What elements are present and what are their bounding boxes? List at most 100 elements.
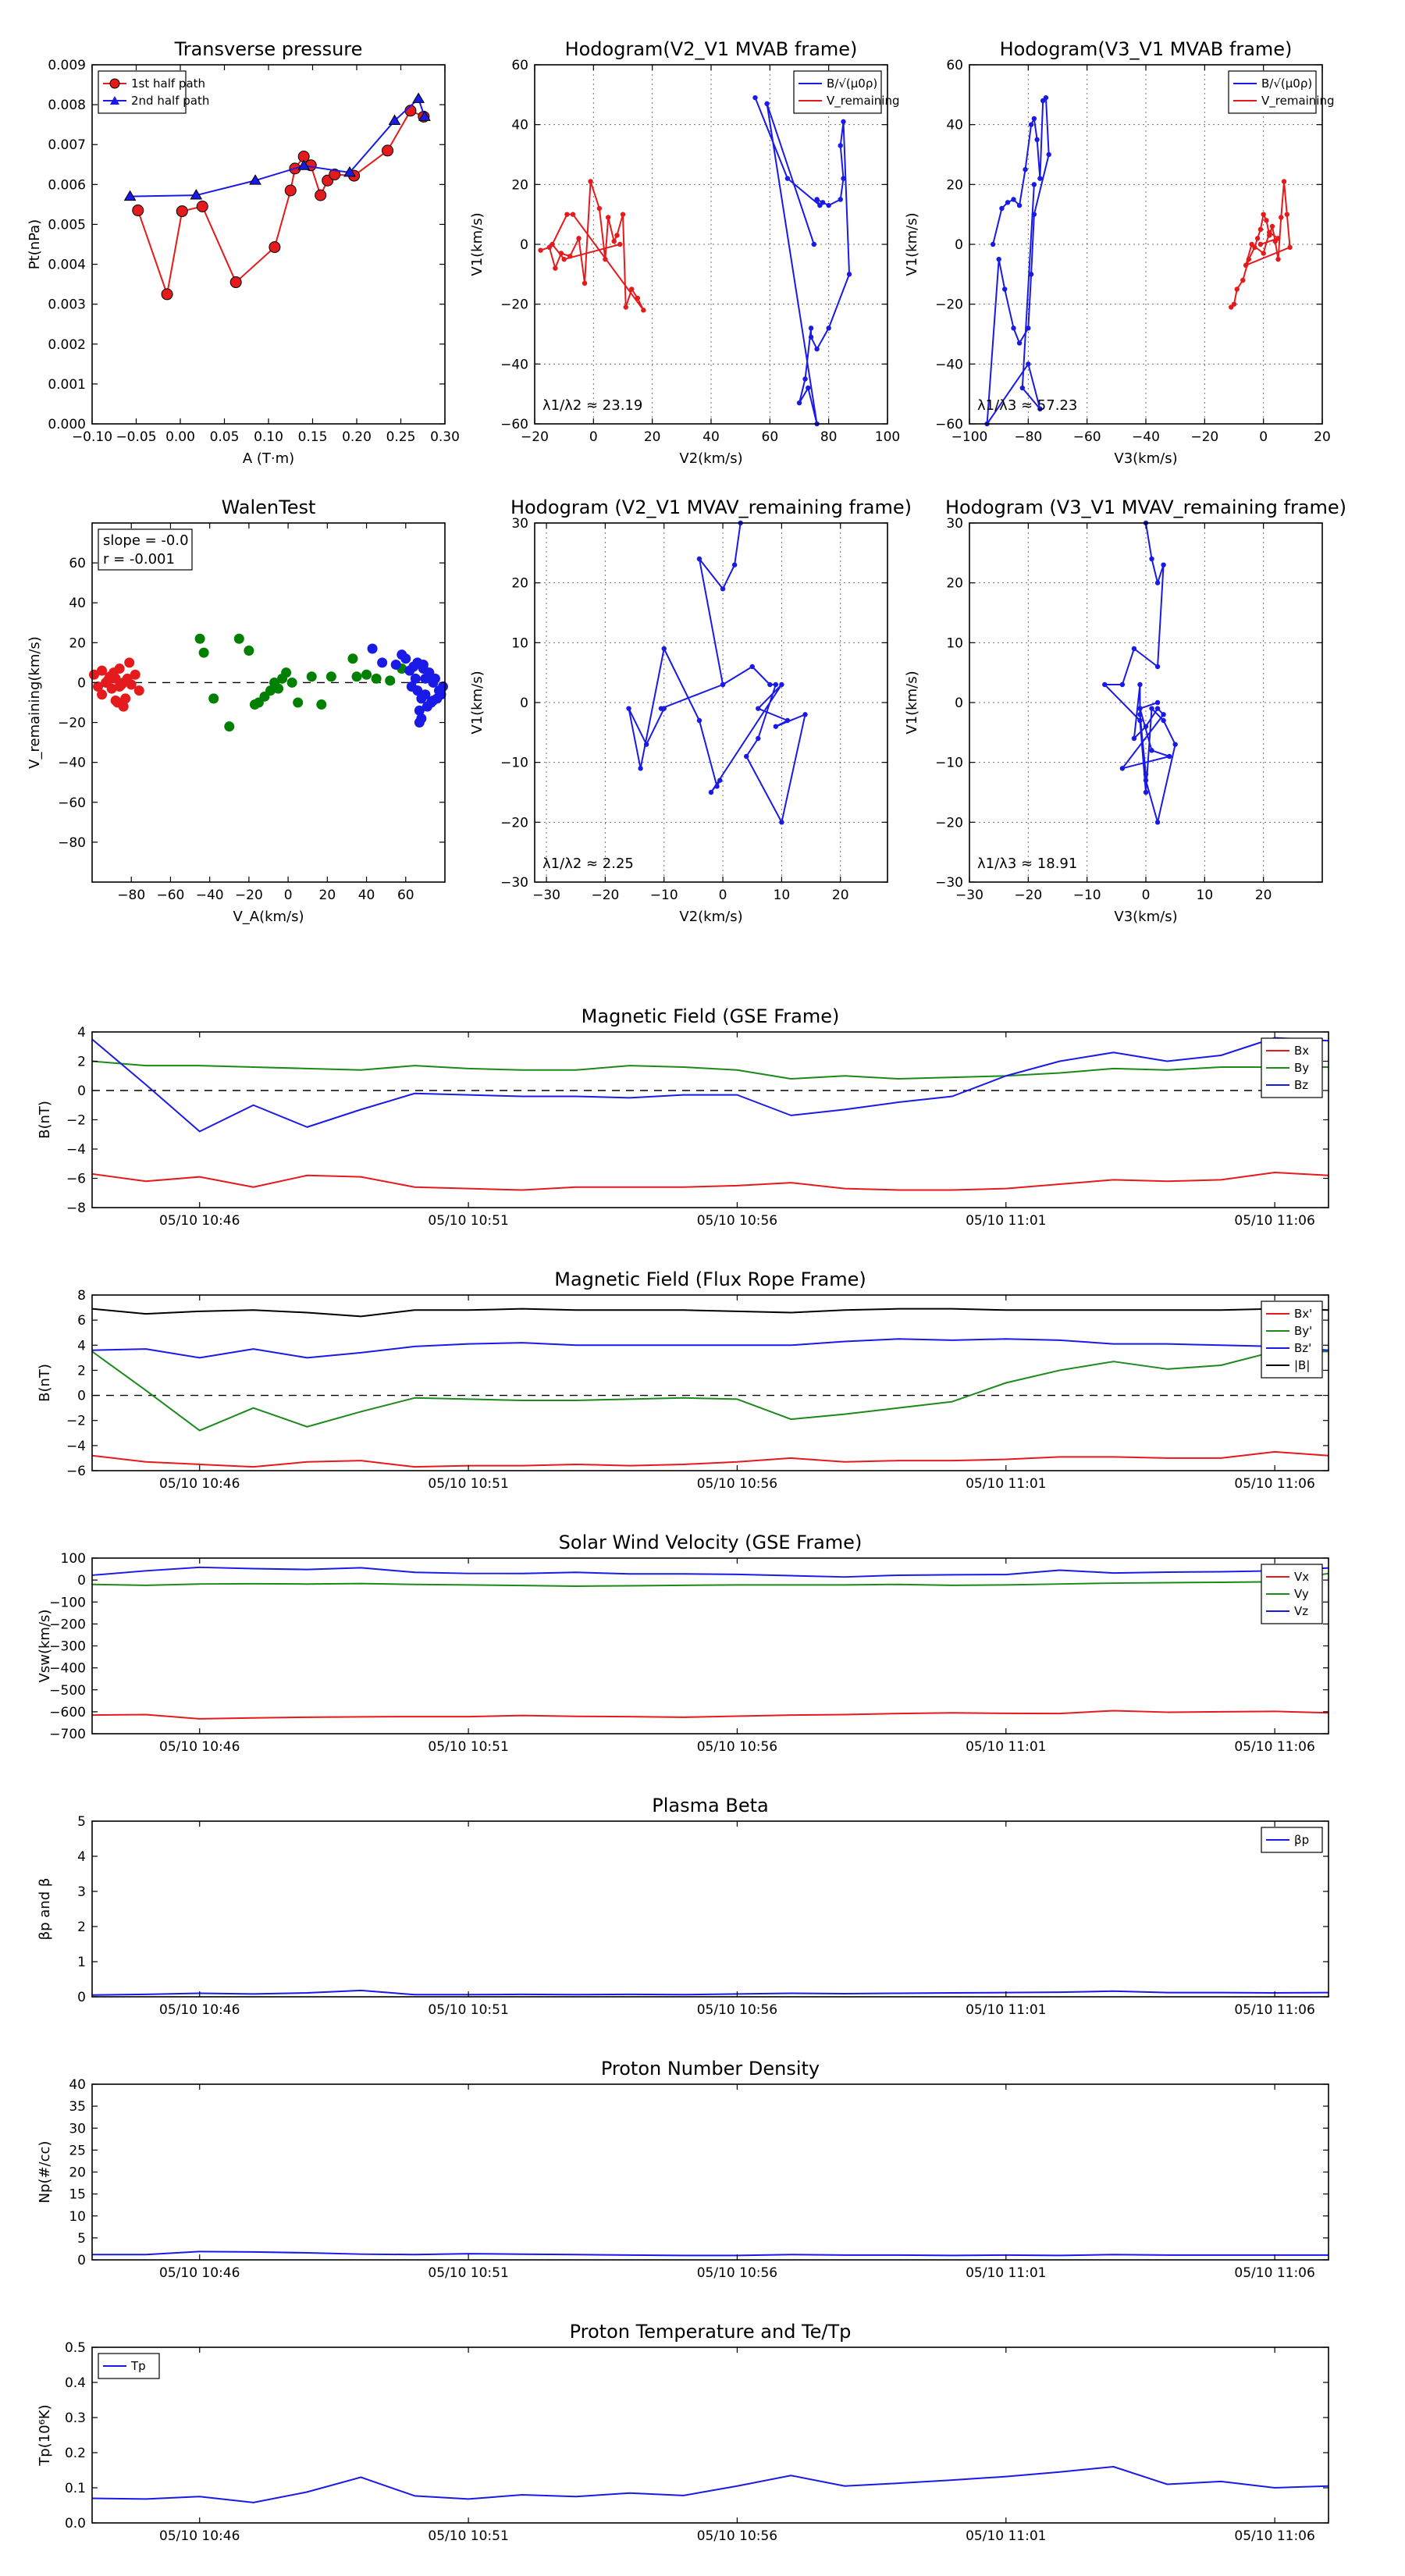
data-point bbox=[1011, 326, 1016, 331]
data-point bbox=[1284, 212, 1290, 217]
x-tick-label: −20 bbox=[1014, 888, 1042, 903]
y-tick-label: 2 bbox=[77, 1920, 86, 1935]
series-line-bz bbox=[91, 1338, 1329, 1359]
data-point bbox=[400, 653, 411, 664]
x-tick-label: −10 bbox=[650, 888, 678, 903]
y-tick-label: 25 bbox=[69, 2143, 86, 2158]
x-tick-label: 05/10 10:56 bbox=[697, 1213, 777, 1229]
y-tick-label: −40 bbox=[500, 357, 528, 372]
data-point bbox=[1275, 236, 1281, 241]
data-point bbox=[638, 766, 643, 771]
y-tick-label: 0.002 bbox=[48, 337, 86, 353]
x-axis-label: V2(km/s) bbox=[679, 450, 742, 467]
y-tick-label: −10 bbox=[935, 756, 963, 771]
data-point bbox=[1246, 256, 1252, 262]
data-point bbox=[717, 777, 723, 783]
y-tick-label: 0.008 bbox=[48, 98, 86, 113]
data-point bbox=[744, 753, 749, 760]
data-point bbox=[802, 712, 808, 717]
data-point bbox=[1119, 766, 1126, 771]
y-tick-label: 40 bbox=[511, 118, 528, 133]
data-point bbox=[1172, 742, 1178, 747]
legend bbox=[793, 70, 882, 114]
data-point bbox=[538, 247, 543, 253]
y-axis-label: B(nT) bbox=[37, 1101, 53, 1139]
plot-frame bbox=[91, 2347, 1329, 2524]
legend-label: By bbox=[1294, 1061, 1309, 1075]
data-point bbox=[196, 200, 208, 212]
x-tick-label: −20 bbox=[235, 888, 263, 903]
legend-label: Bz bbox=[1294, 1078, 1308, 1092]
x-tick-label: 05/10 11:01 bbox=[966, 2265, 1046, 2281]
x-tick-label: 60 bbox=[397, 888, 414, 903]
y-tick-label: 10 bbox=[511, 635, 528, 651]
x-tick-label: 05/10 11:01 bbox=[966, 2002, 1046, 2018]
y-tick-label: 1 bbox=[77, 1955, 86, 1970]
data-point bbox=[752, 94, 758, 101]
data-point bbox=[1261, 212, 1266, 217]
data-point bbox=[436, 689, 446, 700]
data-point bbox=[418, 110, 431, 121]
x-tick-label: −30 bbox=[532, 888, 560, 903]
data-point bbox=[841, 119, 846, 125]
data-point bbox=[696, 717, 702, 724]
data-point bbox=[617, 241, 623, 247]
x-tick-label: 05/10 10:46 bbox=[159, 2528, 240, 2544]
x-tick-label: 0.05 bbox=[210, 429, 240, 445]
data-point bbox=[996, 256, 1001, 262]
data-point bbox=[1149, 706, 1154, 711]
data-point bbox=[1279, 215, 1284, 220]
data-point bbox=[1257, 241, 1264, 247]
data-point bbox=[371, 673, 382, 684]
legend-label: 1st half path bbox=[131, 76, 205, 91]
y-tick-label: −60 bbox=[935, 417, 963, 432]
x-axis-label: V2(km/s) bbox=[679, 909, 742, 925]
y-tick-label: 0.003 bbox=[48, 297, 86, 313]
y-axis-label: Np(#/cc) bbox=[37, 2141, 53, 2204]
data-point bbox=[1034, 137, 1040, 143]
x-tick-label: 05/10 11:06 bbox=[1234, 2265, 1314, 2281]
data-point bbox=[1031, 116, 1037, 122]
data-point bbox=[773, 724, 779, 729]
x-tick-label: −0.10 bbox=[72, 429, 112, 445]
x-tick-label: 20 bbox=[1314, 429, 1331, 445]
legend-label: βp bbox=[1294, 1833, 1309, 1847]
data-point bbox=[696, 556, 702, 562]
data-point bbox=[720, 586, 726, 592]
data-point bbox=[306, 671, 317, 682]
data-point bbox=[273, 683, 284, 694]
series-line-0 bbox=[628, 522, 806, 824]
legend bbox=[98, 70, 187, 114]
fit-annotation: r = -0.001 bbox=[103, 551, 175, 568]
data-point bbox=[779, 820, 784, 825]
data-point bbox=[1026, 361, 1031, 367]
x-tick-label: 05/10 11:06 bbox=[1234, 2528, 1314, 2544]
data-point bbox=[614, 233, 620, 238]
chart-title: Hodogram(V3_V1 MVAB frame) bbox=[1000, 38, 1293, 60]
y-tick-label: 0.4 bbox=[65, 2375, 86, 2391]
data-point bbox=[133, 685, 144, 696]
eigenvalue-ratio-annotation: λ1/λ2 ≈ 2.25 bbox=[542, 856, 634, 872]
y-tick-label: 20 bbox=[69, 2165, 86, 2181]
y-tick-label: 10 bbox=[69, 2209, 86, 2225]
y-tick-label: 3 bbox=[77, 1884, 86, 1900]
y-tick-label: 30 bbox=[511, 516, 528, 532]
y-tick-label: −40 bbox=[58, 756, 86, 771]
x-tick-label: 80 bbox=[820, 429, 838, 445]
data-point bbox=[93, 681, 104, 692]
y-tick-label: 0.5 bbox=[65, 2340, 86, 2356]
x-tick-label: 20 bbox=[644, 429, 661, 445]
x-tick-label: 05/10 10:56 bbox=[697, 2265, 777, 2281]
data-point bbox=[1154, 664, 1161, 670]
x-tick-label: −20 bbox=[591, 888, 619, 903]
data-point bbox=[779, 681, 784, 688]
data-point bbox=[806, 385, 811, 391]
y-tick-label: 0 bbox=[77, 1990, 86, 2005]
data-point bbox=[367, 643, 378, 654]
y-tick-label: 5 bbox=[77, 2231, 86, 2247]
data-point bbox=[1161, 712, 1166, 717]
data-point bbox=[567, 254, 573, 259]
y-tick-label: 20 bbox=[69, 635, 86, 651]
data-point bbox=[605, 215, 611, 220]
data-point bbox=[315, 189, 327, 201]
